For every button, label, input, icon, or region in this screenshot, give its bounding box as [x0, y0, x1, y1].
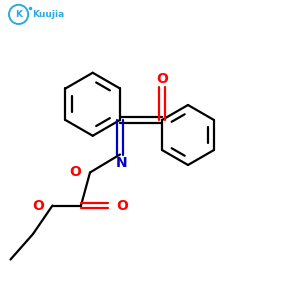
Text: K: K [15, 10, 22, 19]
Text: N: N [116, 156, 127, 170]
Text: O: O [70, 166, 82, 179]
Text: O: O [32, 199, 44, 212]
Text: O: O [156, 71, 168, 85]
Text: O: O [116, 199, 128, 212]
Text: Kuujia: Kuujia [32, 10, 64, 19]
